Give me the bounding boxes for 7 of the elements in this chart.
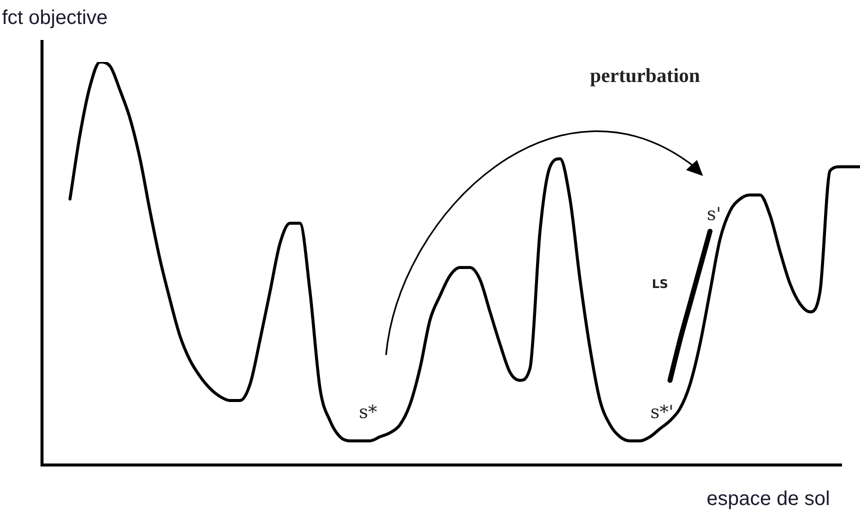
y-axis-title: fct objective: [2, 7, 108, 29]
annotation: s*': [650, 402, 674, 423]
x-axis-title: espace de sol: [706, 488, 830, 510]
annotation: perturbation: [590, 65, 700, 87]
annotation: s*: [358, 402, 378, 423]
annotation: s': [706, 204, 722, 225]
annotation: LS: [652, 277, 668, 291]
